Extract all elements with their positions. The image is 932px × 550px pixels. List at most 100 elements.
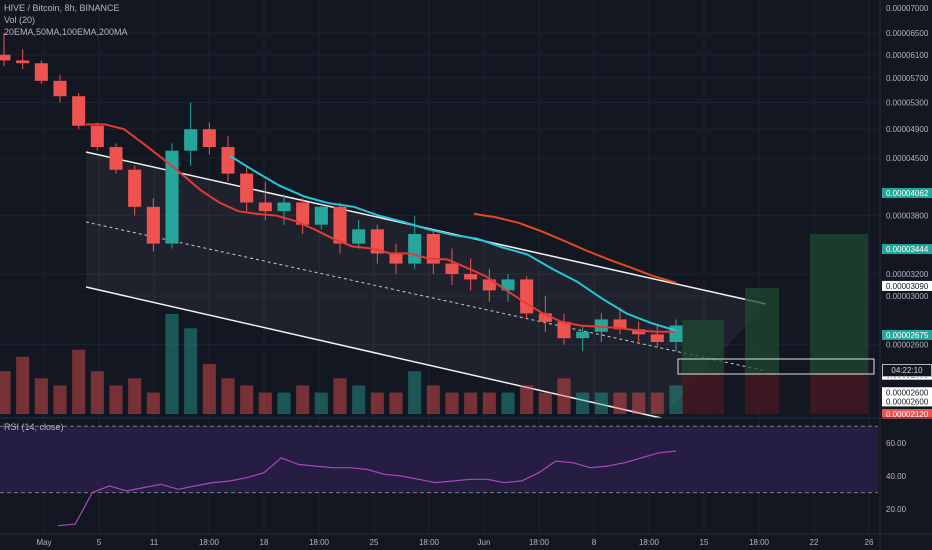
rsi-axis-label: 40.00 — [886, 472, 907, 481]
candle-body — [632, 329, 646, 335]
price-axis-label: 0.00003200 — [886, 270, 929, 279]
volume-bar — [632, 392, 646, 414]
candle-body — [221, 147, 235, 174]
price-axis-label: 0.00006500 — [886, 29, 929, 38]
price-tag-label: 0.00002600 — [886, 397, 929, 406]
candle-body — [669, 325, 683, 343]
candle-body — [501, 279, 515, 291]
channel-mid-dashed-line — [85, 221, 767, 372]
price-axis-label: 0.00006100 — [886, 51, 929, 60]
volume-bar — [202, 364, 216, 414]
target-profit-box — [810, 234, 868, 374]
price-tag — [882, 187, 932, 198]
volume-bar — [333, 378, 347, 414]
volume-bar — [314, 392, 328, 414]
volume-bar — [90, 371, 104, 414]
volume-bar — [370, 392, 384, 414]
price-tag — [882, 329, 932, 340]
candle-body — [34, 63, 48, 81]
target-profit-box — [745, 288, 779, 374]
ma-line-20ema — [86, 123, 676, 333]
volume-bar — [594, 392, 608, 414]
channel-lower-line — [85, 286, 662, 419]
time-axis-label: 18:00 — [529, 538, 550, 547]
candle-body — [90, 125, 104, 148]
time-axis-label: 18:00 — [199, 538, 220, 547]
time-axis-label: 11 — [150, 538, 159, 547]
rsi-axis-label: 20.00 — [886, 505, 907, 514]
time-axis-label: 18:00 — [419, 538, 440, 547]
price-tag — [882, 244, 932, 255]
candle-body — [240, 173, 254, 203]
time-axis-label: 18 — [260, 538, 269, 547]
volume-bar — [0, 371, 11, 414]
candle-body — [277, 202, 291, 212]
target-loss-box — [682, 374, 724, 414]
volume-bar — [557, 378, 571, 414]
volume-bar — [501, 392, 515, 414]
channel-fill — [86, 152, 766, 418]
rsi-legend: RSI (14, close) — [4, 422, 64, 432]
candle-body — [53, 80, 67, 97]
candle-body — [408, 234, 422, 264]
volume-bar — [576, 392, 590, 414]
volume-bar — [445, 392, 459, 414]
ma-line-50ma — [229, 155, 677, 332]
rsi-axis-label: 60.00 — [886, 439, 907, 448]
candle-body — [184, 129, 198, 151]
volume-bar — [34, 378, 48, 414]
time-axis-label: 18:00 — [309, 538, 330, 547]
time-axis-label: 5 — [97, 538, 102, 547]
volume-bar — [538, 392, 552, 414]
volume-bar — [352, 385, 366, 414]
candle-body — [464, 274, 478, 280]
volume-bar — [464, 392, 478, 414]
volume-bar — [650, 392, 664, 414]
target-loss-box — [745, 374, 779, 414]
candle-body — [557, 321, 571, 339]
symbol-legend: HIVE / Bitcoin, 8h, BINANCE — [4, 3, 120, 13]
target-profit-box — [682, 320, 724, 374]
volume-bar — [520, 385, 534, 414]
candle-body — [165, 150, 179, 244]
candle-body — [445, 263, 459, 275]
candle-body — [538, 313, 552, 322]
time-axis-label: 18:00 — [639, 538, 660, 547]
price-tag-label: 0.00003444 — [886, 245, 929, 254]
volume-bar — [613, 392, 627, 414]
candle-body — [594, 319, 608, 332]
volume-bar — [16, 356, 30, 414]
candle-body — [16, 60, 30, 64]
candle-body — [576, 331, 590, 339]
candle-body — [296, 202, 310, 225]
volume-bar — [389, 392, 403, 414]
ma-line-100ema — [473, 212, 677, 284]
candle-body — [314, 206, 328, 225]
candle-body — [520, 279, 534, 314]
volume-bar — [53, 385, 67, 414]
candle-body — [482, 279, 496, 291]
price-tag-label: 0.00004062 — [886, 189, 929, 198]
price-axis-label: 0.00002600 — [886, 341, 929, 350]
rsi-band — [0, 426, 878, 493]
price-tag — [882, 409, 932, 419]
volume-bar — [128, 378, 142, 414]
volume-bar — [184, 328, 198, 414]
volume-bar — [277, 392, 291, 414]
volume-bar — [408, 371, 422, 414]
price-tag-label: 0.00002120 — [886, 410, 929, 419]
volume-bar — [258, 392, 272, 414]
volume-bar — [72, 349, 86, 414]
target-loss-box — [810, 374, 868, 414]
volume-legend: Vol (20) — [4, 15, 36, 25]
price-tag — [882, 280, 932, 291]
volume-bar — [482, 392, 496, 414]
volume-bar — [221, 378, 235, 414]
volume-bar — [240, 385, 254, 414]
time-axis-label: 22 — [810, 538, 819, 547]
time-axis-label: 25 — [370, 538, 379, 547]
price-tag-label: 0.00002600 — [886, 388, 929, 397]
candle-body — [352, 229, 366, 244]
volume-bar — [426, 385, 440, 414]
